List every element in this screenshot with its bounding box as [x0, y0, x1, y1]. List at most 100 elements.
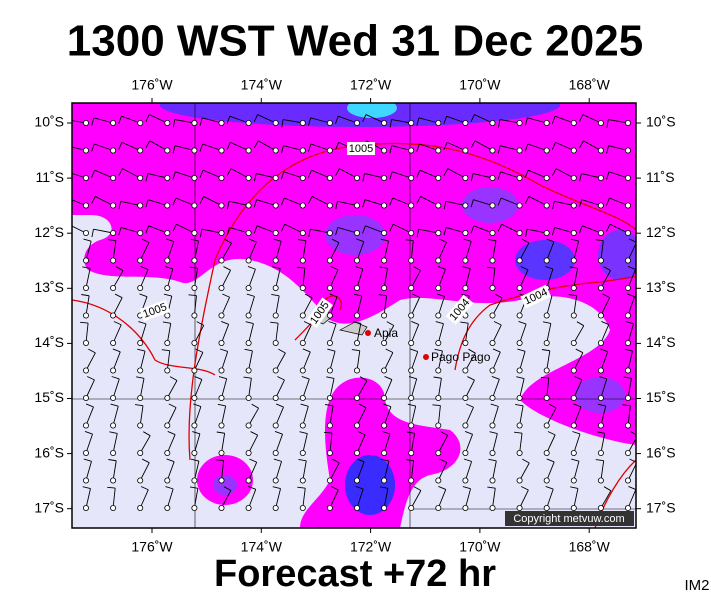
barb-station	[489, 394, 496, 401]
barb-station	[137, 174, 144, 181]
barb-staff	[356, 295, 363, 316]
barb-station	[435, 202, 442, 209]
barb-flag	[115, 266, 124, 272]
barb-station	[137, 120, 144, 127]
barb-staff	[248, 269, 256, 289]
barb-station	[543, 257, 550, 264]
barb-flag	[548, 403, 557, 409]
barb-staff	[356, 268, 364, 289]
barb-flag	[65, 172, 67, 180]
barb-station	[570, 120, 577, 127]
barb-staff	[383, 295, 387, 316]
barb-station	[408, 449, 415, 456]
barb-station	[516, 202, 523, 209]
barb-staff	[527, 143, 547, 151]
barb-staff	[418, 228, 439, 234]
barb-station	[408, 257, 415, 264]
barb-station	[191, 174, 198, 181]
barb-staff	[221, 351, 229, 371]
barb-staff	[383, 268, 389, 289]
barb-flag	[356, 238, 364, 243]
barb-station	[110, 422, 117, 429]
barb-station	[489, 120, 496, 127]
barb-flag	[145, 114, 150, 122]
barb-flag	[601, 321, 609, 326]
barb-flag	[141, 238, 150, 243]
barb-staff	[473, 225, 493, 234]
barb-station	[625, 339, 632, 346]
barb-staff	[573, 379, 583, 399]
barb-staff	[221, 297, 231, 316]
barb-staff	[528, 196, 547, 206]
barb-staff	[573, 268, 579, 289]
barb-station	[625, 202, 632, 209]
barb-station	[110, 147, 117, 154]
barb-station	[83, 229, 90, 236]
barb-station	[408, 504, 415, 511]
barb-flag	[436, 293, 445, 297]
barb-station	[191, 367, 198, 374]
barb-flag	[498, 119, 501, 128]
barb-station	[462, 339, 469, 346]
barb-station	[353, 174, 360, 181]
barb-station	[83, 147, 90, 154]
barb-staff	[546, 461, 555, 481]
barb-flag	[253, 140, 259, 149]
barb-station	[597, 202, 604, 209]
lat-label: 13˚S	[646, 279, 676, 295]
barb-flag	[517, 348, 526, 352]
barb-flag	[552, 201, 555, 210]
barb-staff	[519, 405, 524, 426]
barb-staff	[72, 120, 87, 124]
barb-staff	[473, 199, 493, 206]
barb-flag	[379, 486, 389, 489]
barb-flag	[113, 321, 122, 326]
barb-flag	[416, 196, 421, 204]
barb-station	[110, 202, 117, 209]
barb-flag	[521, 238, 530, 244]
barb-flag	[118, 168, 123, 176]
barb-station	[353, 257, 360, 264]
barb-flag	[325, 404, 334, 407]
barb-station	[408, 202, 415, 209]
lon-label: 176˚W	[131, 77, 173, 93]
barb-station	[597, 174, 604, 181]
barb-staff	[112, 297, 123, 316]
barb-flag	[578, 114, 584, 122]
barb-station	[137, 449, 144, 456]
barb-flag	[141, 458, 150, 464]
barb-flag	[606, 224, 611, 232]
barb-flag	[145, 140, 151, 149]
barb-flag	[138, 321, 147, 325]
barb-flag	[194, 376, 203, 380]
barb-station	[625, 257, 632, 264]
barb-station	[516, 229, 523, 236]
barb-flag	[143, 431, 151, 437]
lat-label: 10˚S	[646, 114, 676, 130]
barb-flag	[172, 171, 176, 180]
lon-label: 168˚W	[569, 77, 611, 93]
barb-flag	[410, 348, 418, 353]
barb-staff	[257, 114, 276, 124]
barb-station	[570, 257, 577, 264]
barb-staff	[166, 380, 178, 399]
barb-staff	[609, 197, 629, 206]
barb-flag	[272, 266, 281, 269]
barb-station	[272, 284, 279, 291]
barb-staff	[85, 461, 92, 481]
barb-staff	[445, 200, 466, 206]
barb-station	[218, 202, 225, 209]
lon-label: 172˚W	[350, 539, 392, 555]
barb-flag	[249, 458, 257, 463]
barb-staff	[437, 269, 446, 289]
barb-staff	[464, 241, 472, 261]
barb-staff	[283, 119, 303, 124]
barb-flag	[412, 293, 420, 298]
barb-staff	[202, 117, 222, 124]
barb-flag	[297, 486, 306, 489]
barb-flag	[307, 170, 312, 178]
barb-staff	[383, 406, 392, 426]
barb-flag	[188, 294, 197, 297]
barb-staff	[72, 199, 87, 206]
barb-flag	[304, 293, 313, 299]
